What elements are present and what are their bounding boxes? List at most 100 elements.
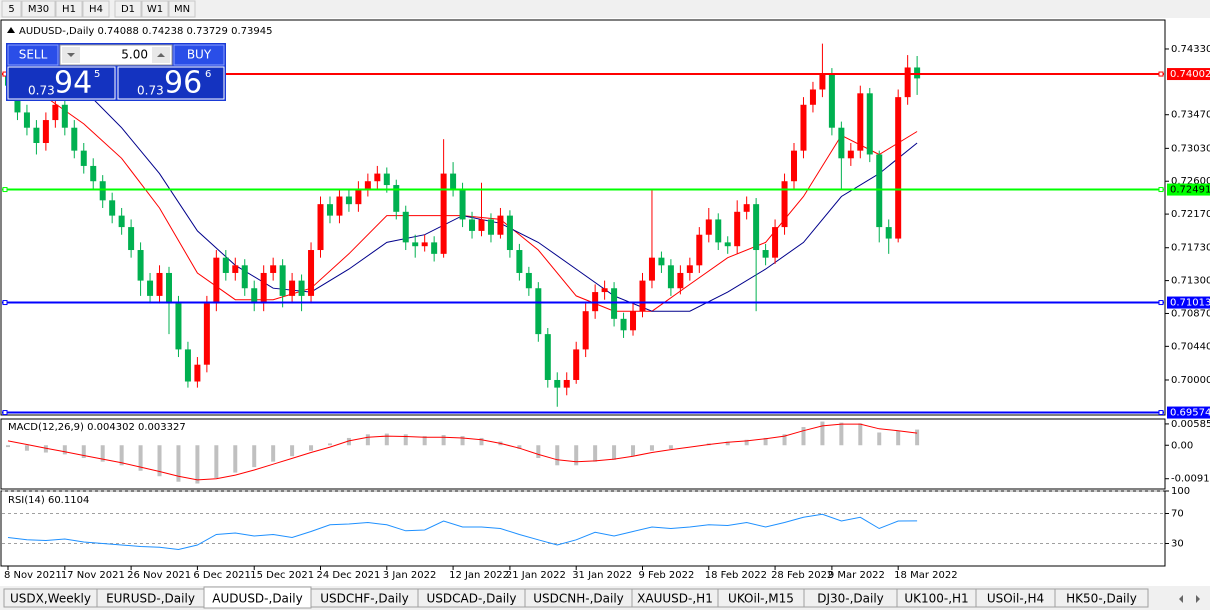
plot: 0.74330 0.73470 0.73030 0.72600 0.72170 0.717… — [2, 43, 1210, 581]
macd-bar — [365, 434, 370, 446]
candle-body — [639, 280, 646, 312]
candle-body — [620, 318, 627, 331]
timeframe-bar: 5 M30 H1 H4 D1 W1 MN — [1, 0, 196, 18]
tab[interactable] — [1054, 588, 1149, 608]
candle-body — [544, 334, 551, 380]
buy-button[interactable] — [173, 44, 225, 66]
macd-bar — [271, 445, 276, 462]
macd-bar — [763, 437, 768, 446]
candle-body — [222, 257, 229, 273]
macd-bar — [176, 445, 181, 482]
candle-body — [535, 288, 542, 335]
candle-body — [866, 93, 873, 155]
timeframe-button[interactable] — [82, 0, 110, 18]
candle-body — [52, 104, 59, 121]
tab-label: USDCAD-,Daily — [427, 592, 517, 606]
main-panel — [0, 19, 1166, 416]
candle-body — [232, 265, 239, 273]
x-tick-label: 28 Feb 2022 — [771, 570, 833, 581]
y-tick-label: 0.72600 — [1171, 176, 1210, 187]
timeframe-button[interactable] — [1, 0, 22, 18]
candle-body — [213, 257, 220, 304]
level-marker — [1158, 187, 1164, 193]
tab-label: USOil-,H4 — [987, 592, 1044, 606]
macd-bar — [233, 445, 238, 473]
candle-body — [421, 242, 428, 247]
candle-body — [402, 211, 409, 243]
candle-body — [772, 227, 779, 258]
candle-body — [895, 97, 902, 239]
level-marker — [2, 187, 8, 193]
buy-price-box[interactable] — [117, 66, 225, 100]
level-label-bg — [1167, 183, 1210, 196]
y-tick-label: 70 — [1171, 509, 1184, 520]
timeframe-button[interactable] — [21, 0, 56, 18]
candle-body — [904, 67, 911, 98]
macd-bar — [744, 439, 749, 446]
y-tick-label: 0.00 — [1171, 440, 1193, 451]
y-tick-label: -0.009181 — [1171, 474, 1210, 485]
sell-button[interactable] — [7, 44, 59, 66]
candle-body — [364, 181, 371, 189]
macd-bar — [252, 445, 257, 468]
candle-body — [450, 173, 457, 189]
macd-bar — [157, 445, 162, 477]
level-marker — [1158, 410, 1164, 416]
candle-body — [753, 204, 760, 251]
buy-label: BUY — [187, 48, 212, 62]
macd-bar — [62, 445, 67, 455]
macd-bar — [460, 436, 465, 446]
timeframe-button[interactable] — [55, 0, 83, 18]
candle-body — [677, 272, 684, 289]
candle-body — [838, 127, 845, 159]
rsi-panel — [0, 490, 1166, 567]
candle-body — [374, 173, 381, 182]
candle-body — [696, 234, 703, 266]
candle-body — [525, 272, 532, 289]
candle-body — [137, 250, 144, 281]
candle-body — [914, 67, 921, 79]
macd-bar — [81, 445, 86, 459]
x-tick-label: 18 Feb 2022 — [705, 570, 767, 581]
candle-body — [601, 288, 608, 293]
candle-body — [497, 215, 504, 235]
timeframe-button[interactable] — [168, 0, 196, 18]
sell-price-point: 5 — [94, 69, 100, 80]
macd-bar — [119, 445, 124, 466]
macd-bar — [100, 445, 105, 462]
candle-body — [469, 219, 476, 231]
macd-bar — [915, 429, 920, 446]
candle-body — [345, 196, 352, 205]
x-tick-label: 24 Dec 2021 — [317, 570, 381, 581]
sell-price-box[interactable] — [7, 66, 116, 100]
tab-scroll-left[interactable] — [1179, 595, 1183, 603]
timeframe-label: H4 — [89, 4, 103, 15]
macd-bar — [403, 434, 408, 446]
candle-body — [298, 280, 305, 296]
x-tick-label: 15 Dec 2021 — [250, 570, 314, 581]
macd-bar — [593, 445, 598, 462]
panel-title: RSI(14) 60.1104 — [8, 495, 89, 506]
macd-bar — [214, 445, 219, 479]
macd-bar — [195, 445, 200, 484]
level-label-bg — [1167, 68, 1210, 81]
macd-bar — [801, 427, 806, 446]
panel-title: MACD(12,26,9) 0.004302 0.003327 — [8, 422, 186, 433]
macd-bar — [782, 434, 787, 446]
y-tick-label: 0.73470 — [1171, 110, 1210, 121]
candle-body — [809, 89, 816, 105]
macd-bar — [384, 433, 389, 446]
candle-body — [885, 227, 892, 239]
timeframe-label: W1 — [147, 4, 163, 15]
candle-body — [819, 74, 826, 90]
buy-price-prefix: 0.73 — [137, 84, 164, 98]
tabs: USDX,Weekly EURUSD-,Daily AUDUSD-,Daily USD… — [3, 586, 1149, 609]
timeframe-button[interactable] — [114, 0, 142, 18]
tab-scroll-right[interactable] — [1196, 595, 1200, 603]
lot-input[interactable] — [59, 44, 173, 66]
timeframe-label: MN — [174, 4, 190, 15]
timeframe-button[interactable] — [141, 0, 169, 18]
candle-body — [61, 104, 68, 128]
candle-body — [734, 211, 741, 247]
x-tick-label: 26 Nov 2021 — [127, 570, 191, 581]
